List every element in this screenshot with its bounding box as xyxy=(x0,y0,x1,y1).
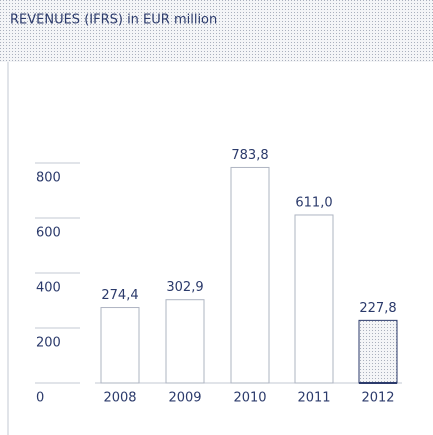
y-tick-label: 200 xyxy=(36,336,61,351)
value-label: 302,9 xyxy=(166,280,203,295)
bar xyxy=(358,319,398,384)
y-tick-label: 600 xyxy=(36,226,61,241)
y-tick-label: 400 xyxy=(36,281,61,296)
x-tick-label: 2012 xyxy=(361,391,394,406)
value-label: 611,0 xyxy=(295,195,332,210)
bar xyxy=(165,299,205,384)
x-tick-label: 2009 xyxy=(168,391,201,406)
value-label: 274,4 xyxy=(101,288,138,303)
y-tick-label: 0 xyxy=(36,391,44,406)
x-tick-label: 2010 xyxy=(233,391,266,406)
value-label: 227,8 xyxy=(359,301,396,316)
x-tick-label: 2008 xyxy=(103,391,136,406)
bar xyxy=(294,214,334,384)
chart-title: REVENUES (IFRS) in EUR million xyxy=(10,13,217,28)
bar xyxy=(100,307,140,384)
value-label: 783,8 xyxy=(231,148,268,163)
x-tick-label: 2011 xyxy=(297,391,330,406)
y-tick-label: 800 xyxy=(36,171,61,186)
bar xyxy=(230,166,270,384)
title-bar xyxy=(0,0,433,62)
